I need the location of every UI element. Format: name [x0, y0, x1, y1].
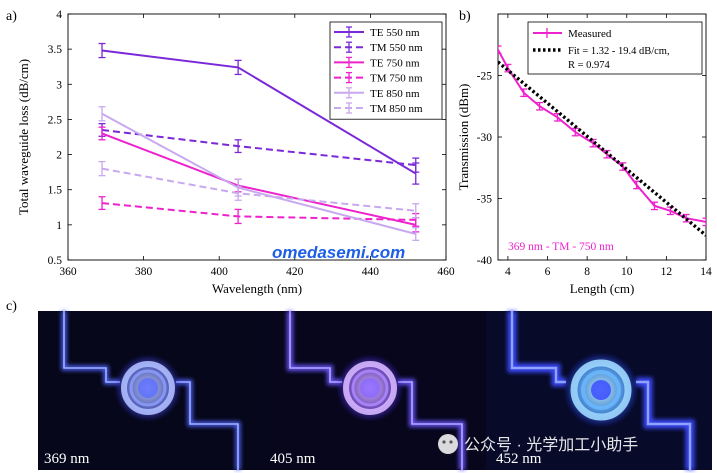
- series-group: [498, 45, 706, 237]
- panel-label-c: c): [6, 299, 17, 314]
- x-tick-label: 8: [584, 266, 590, 278]
- y-tick-label: -40: [477, 255, 493, 267]
- y-tick-label: -35: [477, 194, 493, 206]
- watermark-wechat: 公众号 · 光学加工小助手: [464, 436, 638, 454]
- y-axis-label: Total waveguide loss (dB/cm): [16, 59, 31, 215]
- y-tick-label: -25: [477, 71, 493, 83]
- y-tick-label: 1.5: [48, 185, 63, 197]
- series-line-1: [101, 128, 416, 167]
- micrograph-369: 369 nm: [38, 311, 264, 470]
- x-tick-label: 440: [362, 266, 380, 278]
- image-label-369: 369 nm: [44, 451, 90, 467]
- legend-box-b: [527, 21, 703, 75]
- x-tick-label: 380: [135, 266, 153, 278]
- series-line-0: [498, 49, 706, 223]
- y-tick-label: -30: [477, 132, 493, 144]
- annotation-b: 369 nm - TM - 750 nm: [508, 241, 614, 253]
- legend-label: R = 0.974: [568, 60, 611, 71]
- x-tick-label: 6: [545, 266, 551, 278]
- y-axis-label: Transmission (dBm): [456, 84, 471, 191]
- y-tick-label: 0.5: [48, 255, 63, 267]
- series-group: [98, 42, 420, 241]
- chart-b: 4 6 8 10 12 14 -40 -35 -30 -25 Length (cm) Transmis…: [456, 13, 712, 296]
- y-tick-label: 2.5: [48, 114, 63, 126]
- x-tick-label: 10: [621, 266, 633, 278]
- x-tick-label: 460: [437, 266, 455, 278]
- y-tick-label: 3.5: [48, 44, 63, 56]
- x-tick-label: 420: [286, 266, 304, 278]
- x-tick-label: 360: [59, 266, 77, 278]
- legend-label: TE 850 nm: [370, 88, 420, 100]
- wechat-icon: [438, 434, 458, 454]
- x-tick-label: 4: [505, 266, 511, 278]
- x-axis-label: Wavelength (nm): [212, 281, 302, 296]
- legend-label: TM 550 nm: [370, 42, 423, 54]
- micrograph-452: 452 nm: [486, 311, 712, 470]
- chart-a: 360 380 400 420 440 460 0.5 1 1.5 2 2.5 3 3.5 4 Wavele…: [16, 9, 455, 296]
- y-tick-label: 1: [56, 220, 62, 232]
- series-line-2: [101, 132, 416, 226]
- y-tick-label: 4: [56, 9, 62, 21]
- legend-label: Measured: [568, 28, 612, 40]
- legend-label: Fit = 1.32 - 19.4 dB/cm,: [568, 46, 670, 57]
- x-axis-label: Length (cm): [570, 281, 635, 296]
- legend-label: TM 750 nm: [370, 73, 423, 85]
- panel-label-b: b): [459, 9, 471, 24]
- wechat-watermark: 公众号 · 光学加工小助手: [438, 434, 638, 454]
- series-line-1: [498, 60, 706, 237]
- legend-label: TM 850 nm: [370, 103, 423, 115]
- image-label-405: 405 nm: [270, 451, 316, 467]
- y-tick-label: 2: [56, 150, 62, 162]
- x-tick-label: 12: [661, 266, 673, 278]
- image-label-452: 452 nm: [496, 451, 542, 467]
- legend-label: TE 750 nm: [370, 57, 420, 69]
- y-tick-label: 3: [56, 79, 62, 91]
- x-tick-label: 14: [700, 266, 712, 278]
- x-tick-label: 400: [211, 266, 229, 278]
- panel-label-a: a): [6, 9, 17, 24]
- legend-label: TE 550 nm: [370, 27, 420, 39]
- plot-frame: [67, 13, 447, 261]
- watermark-site: omedasemi.com: [272, 243, 405, 262]
